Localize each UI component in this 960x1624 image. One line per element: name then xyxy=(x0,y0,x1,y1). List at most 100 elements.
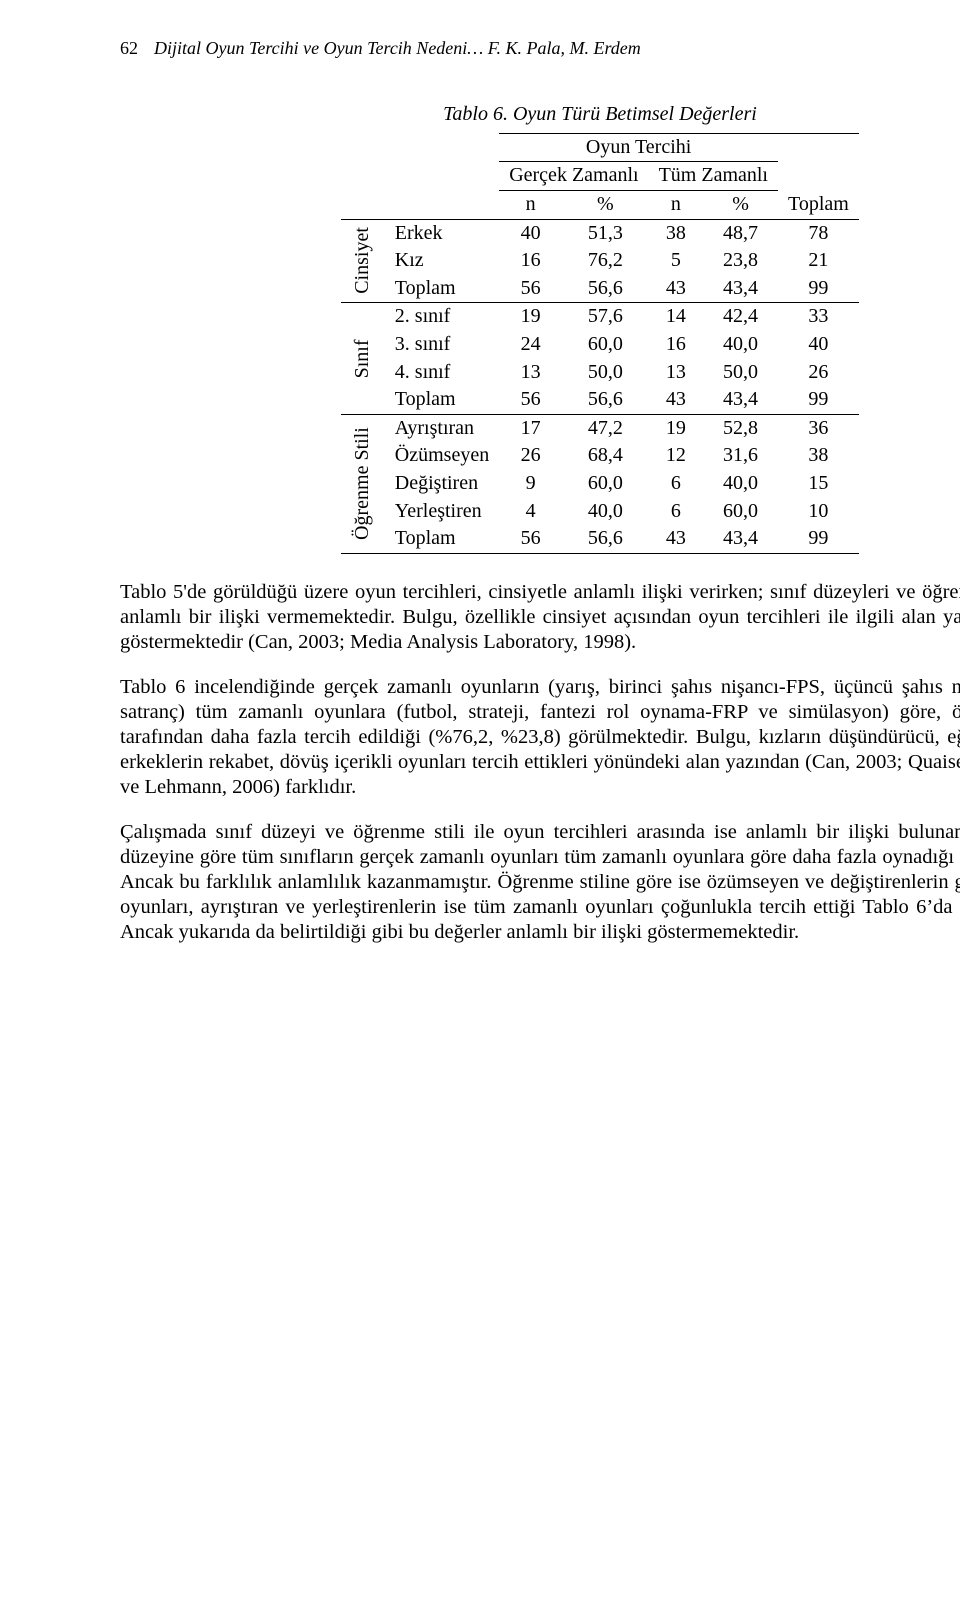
cell: 68,4 xyxy=(562,442,648,470)
table-row: Cinsiyet Erkek 40 51,3 38 48,7 78 xyxy=(341,219,859,247)
cell: 43,4 xyxy=(703,525,778,553)
cell: 15 xyxy=(778,470,859,498)
row-label: Değiştiren xyxy=(385,470,499,498)
row-label: Ayrıştıran xyxy=(385,414,499,442)
table-row: Toplam 56 56,6 43 43,4 99 xyxy=(341,386,859,414)
col-tum-zamanli: Tüm Zamanlı xyxy=(649,162,778,191)
cell: 56,6 xyxy=(562,275,648,303)
paragraph-2: Tablo 6 incelendiğinde gerçek zamanlı oy… xyxy=(120,675,960,800)
cell: 50,0 xyxy=(562,359,648,387)
cell: 43,4 xyxy=(703,275,778,303)
cell: 56,6 xyxy=(562,525,648,553)
table6-title: Tablo 6. Oyun Türü Betimsel Değerleri xyxy=(120,103,960,127)
row-label: Toplam xyxy=(385,525,499,553)
cell: 43 xyxy=(649,386,703,414)
cell: 57,6 xyxy=(562,303,648,331)
cell: 99 xyxy=(778,275,859,303)
cell: 12 xyxy=(649,442,703,470)
table-row: 4. sınıf 13 50,0 13 50,0 26 xyxy=(341,359,859,387)
col-n-1: n xyxy=(499,191,562,220)
cell: 14 xyxy=(649,303,703,331)
row-label: Kız xyxy=(385,247,499,275)
cell: 76,2 xyxy=(562,247,648,275)
cell: 47,2 xyxy=(562,414,648,442)
table-row: Kız 16 76,2 5 23,8 21 xyxy=(341,247,859,275)
page-number: 62 xyxy=(120,38,154,59)
cell: 40,0 xyxy=(562,498,648,526)
cell: 6 xyxy=(649,470,703,498)
cell: 19 xyxy=(499,303,562,331)
group-label-ogrenme-stili: Öğrenme Stili xyxy=(341,414,385,553)
table-row: Yerleştiren 4 40,0 6 60,0 10 xyxy=(341,498,859,526)
cell: 38 xyxy=(778,442,859,470)
spanner-oyun-tercihi: Oyun Tercihi xyxy=(499,133,778,162)
cell: 56,6 xyxy=(562,386,648,414)
cell: 99 xyxy=(778,386,859,414)
table-row: Öğrenme Stili Ayrıştıran 17 47,2 19 52,8… xyxy=(341,414,859,442)
group-label-sinif: Sınıf xyxy=(341,303,385,414)
cell: 56 xyxy=(499,386,562,414)
col-pct-1: % xyxy=(562,191,648,220)
cell: 56 xyxy=(499,275,562,303)
cell: 99 xyxy=(778,525,859,553)
paragraph-1: Tablo 5'de görüldüğü üzere oyun tercihle… xyxy=(120,580,960,655)
cell: 26 xyxy=(499,442,562,470)
col-gercek-zamanli: Gerçek Zamanlı xyxy=(499,162,648,191)
table-row: Sınıf 2. sınıf 19 57,6 14 42,4 33 xyxy=(341,303,859,331)
row-label: Yerleştiren xyxy=(385,498,499,526)
row-label: Toplam xyxy=(385,275,499,303)
table-row: Değiştiren 9 60,0 6 40,0 15 xyxy=(341,470,859,498)
cell: 16 xyxy=(649,331,703,359)
table-row: Toplam 56 56,6 43 43,4 99 xyxy=(341,525,859,553)
cell: 19 xyxy=(649,414,703,442)
col-pct-2: % xyxy=(703,191,778,220)
cell: 24 xyxy=(499,331,562,359)
table-row: 3. sınıf 24 60,0 16 40,0 40 xyxy=(341,331,859,359)
table6: Oyun Tercihi Gerçek Zamanlı Tüm Zamanlı … xyxy=(341,133,859,554)
row-label: 4. sınıf xyxy=(385,359,499,387)
row-label: 2. sınıf xyxy=(385,303,499,331)
cell: 40 xyxy=(778,331,859,359)
row-label: 3. sınıf xyxy=(385,331,499,359)
cell: 52,8 xyxy=(703,414,778,442)
running-header: 62 Dijital Oyun Tercihi ve Oyun Tercih N… xyxy=(120,38,960,59)
group-label-cinsiyet: Cinsiyet xyxy=(341,219,385,303)
cell: 10 xyxy=(778,498,859,526)
cell: 78 xyxy=(778,219,859,247)
cell: 13 xyxy=(499,359,562,387)
cell: 31,6 xyxy=(703,442,778,470)
cell: 17 xyxy=(499,414,562,442)
cell: 26 xyxy=(778,359,859,387)
row-label: Toplam xyxy=(385,386,499,414)
col-n-2: n xyxy=(649,191,703,220)
cell: 48,7 xyxy=(703,219,778,247)
cell: 56 xyxy=(499,525,562,553)
row-label: Erkek xyxy=(385,219,499,247)
cell: 50,0 xyxy=(703,359,778,387)
col-toplam: Toplam xyxy=(778,191,859,220)
table-row: Toplam 56 56,6 43 43,4 99 xyxy=(341,275,859,303)
cell: 42,4 xyxy=(703,303,778,331)
cell: 33 xyxy=(778,303,859,331)
cell: 43 xyxy=(649,275,703,303)
cell: 23,8 xyxy=(703,247,778,275)
cell: 9 xyxy=(499,470,562,498)
row-label: Özümseyen xyxy=(385,442,499,470)
cell: 60,0 xyxy=(562,331,648,359)
cell: 5 xyxy=(649,247,703,275)
cell: 43,4 xyxy=(703,386,778,414)
table-row: Özümseyen 26 68,4 12 31,6 38 xyxy=(341,442,859,470)
cell: 60,0 xyxy=(703,498,778,526)
cell: 4 xyxy=(499,498,562,526)
cell: 40 xyxy=(499,219,562,247)
cell: 40,0 xyxy=(703,470,778,498)
cell: 51,3 xyxy=(562,219,648,247)
cell: 16 xyxy=(499,247,562,275)
cell: 43 xyxy=(649,525,703,553)
running-title: Dijital Oyun Tercihi ve Oyun Tercih Nede… xyxy=(154,38,641,59)
cell: 13 xyxy=(649,359,703,387)
paragraph-3: Çalışmada sınıf düzeyi ve öğrenme stili … xyxy=(120,820,960,945)
cell: 60,0 xyxy=(562,470,648,498)
cell: 38 xyxy=(649,219,703,247)
cell: 6 xyxy=(649,498,703,526)
